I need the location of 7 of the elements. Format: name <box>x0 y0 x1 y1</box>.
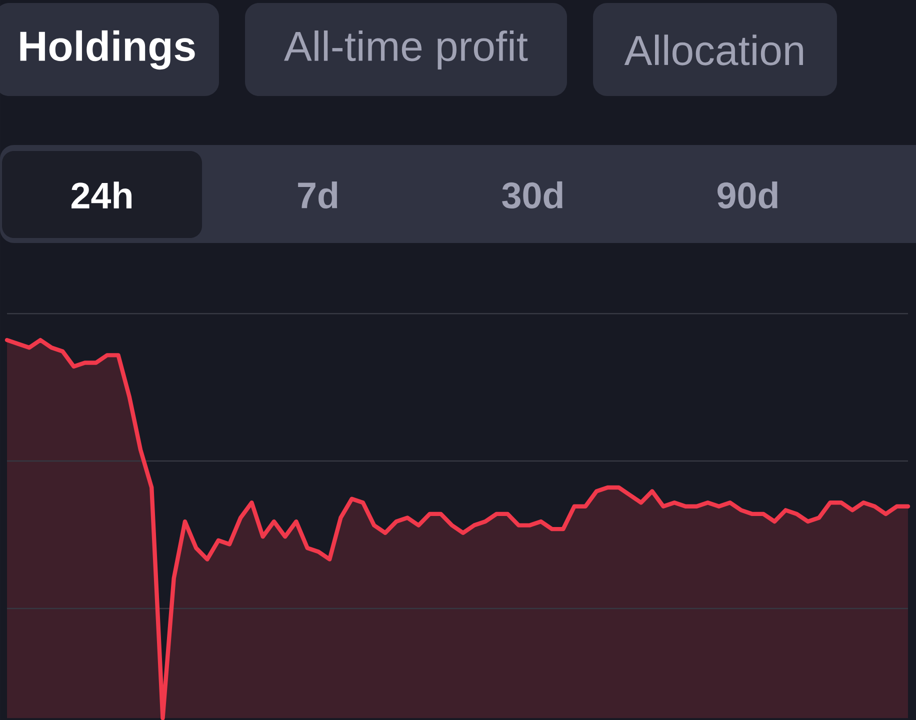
text: 90d <box>718 181 778 209</box>
text: 24h <box>72 182 132 208</box>
text: All-time profit <box>284 30 528 70</box>
text: Allocation <box>624 34 803 66</box>
text: 30d <box>502 181 562 209</box>
text: 7d <box>298 181 338 209</box>
text: Holdings <box>20 30 195 70</box>
